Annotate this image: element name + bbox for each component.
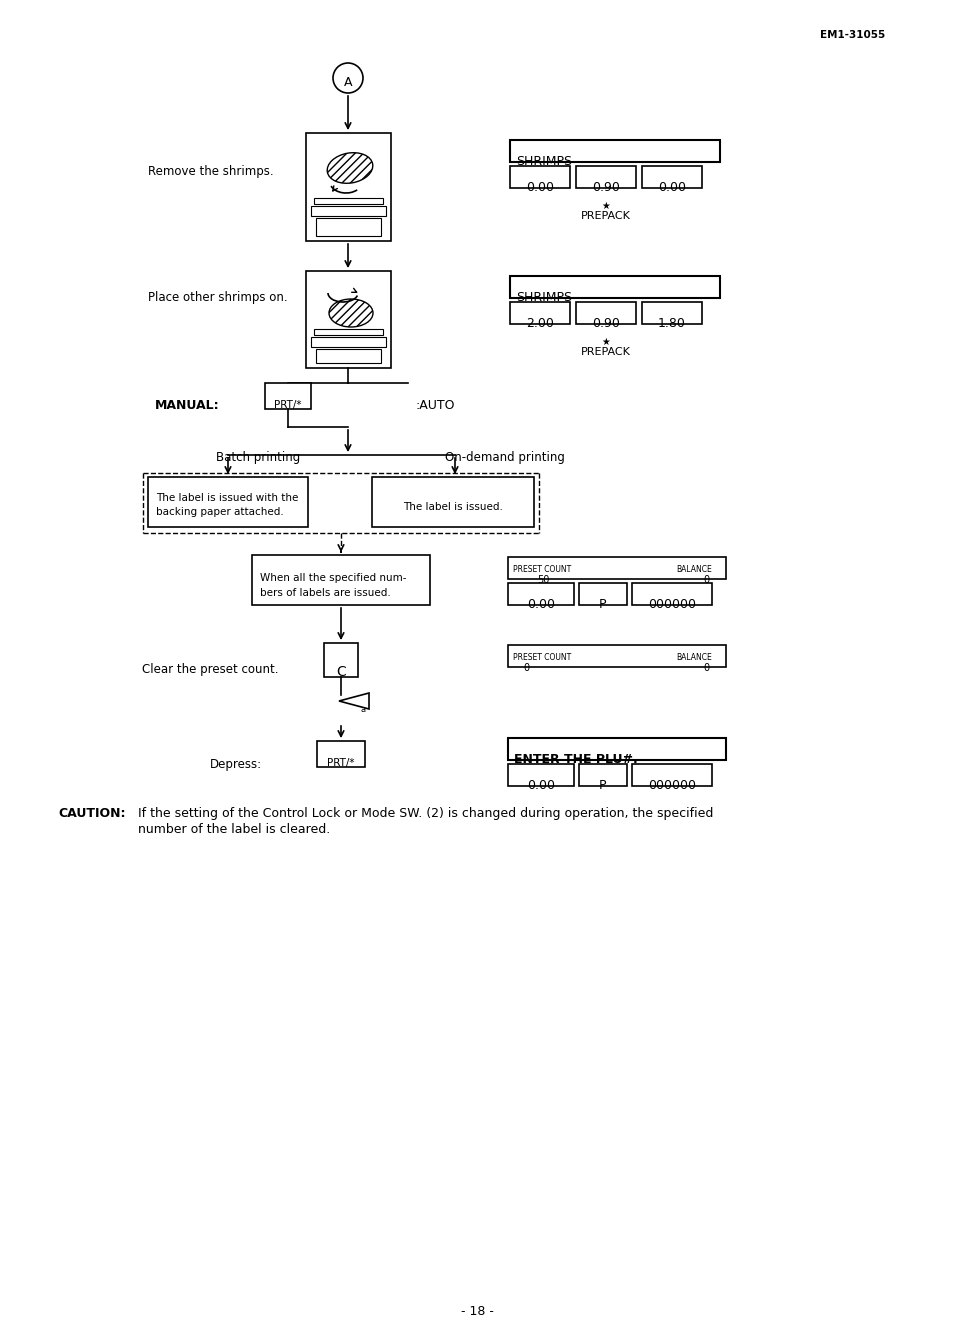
Bar [316,741,365,766]
Text: PREPACK: PREPACK [580,347,630,357]
Text: Clear the preset count.: Clear the preset count. [142,663,278,676]
Bar [507,764,574,786]
Text: Batch printing: Batch printing [215,451,300,464]
Bar [252,555,430,605]
Text: 0: 0 [702,663,708,673]
Text: PRT/*: PRT/* [327,758,355,768]
Text: 50: 50 [537,575,549,585]
Text: SHRIMPS: SHRIMPS [516,291,572,304]
Bar [314,329,382,335]
Bar [578,583,626,605]
Bar [314,199,382,204]
Text: PRT/*: PRT/* [274,400,301,411]
Text: CAUTION:: CAUTION: [58,806,126,820]
Text: EM1-31055: EM1-31055 [820,31,884,40]
Text: 2.00: 2.00 [525,317,554,331]
Bar [641,303,701,324]
Text: On-demand printing: On-demand printing [444,451,564,464]
Text: If the setting of the Control Lock or Mode SW. (2) is changed during operation, : If the setting of the Control Lock or Mo… [138,806,713,820]
Text: PRESET COUNT: PRESET COUNT [513,653,571,663]
Bar [507,738,725,760]
Text: The label is issued.: The label is issued. [402,503,502,512]
Bar [507,583,574,605]
Text: 0.00: 0.00 [658,181,685,195]
Text: Place other shrimps on.: Place other shrimps on. [148,291,287,304]
Text: ENTER THE PLU#.: ENTER THE PLU#. [514,753,638,766]
Text: 0.00: 0.00 [526,599,555,611]
Text: Depress:: Depress: [210,758,262,770]
Text: backing paper attached.: backing paper attached. [156,507,283,517]
Text: 0.90: 0.90 [592,181,619,195]
Bar [324,643,357,677]
Bar [306,133,391,241]
Text: PREPACK: PREPACK [580,211,630,221]
Bar [148,477,308,527]
Text: number of the label is cleared.: number of the label is cleared. [138,822,330,836]
Text: A: A [343,76,352,89]
Bar [631,583,711,605]
Text: Remove the shrimps.: Remove the shrimps. [148,165,274,179]
Text: 0: 0 [522,663,529,673]
Text: C: C [335,665,346,678]
Text: MANUAL:: MANUAL: [154,399,219,412]
Text: PRESET COUNT: PRESET COUNT [513,565,571,575]
Bar [510,303,569,324]
Bar [631,764,711,786]
Text: BALANCE: BALANCE [676,565,711,575]
Text: SHRIMPS: SHRIMPS [516,155,572,168]
Text: bers of labels are issued.: bers of labels are issued. [260,588,391,599]
Bar [315,349,380,363]
Text: When all the specified num-: When all the specified num- [260,573,406,583]
Bar [510,140,720,163]
Bar [641,167,701,188]
Bar [510,276,720,299]
Text: 000000: 000000 [647,778,696,792]
Bar [576,167,636,188]
Text: 0.00: 0.00 [525,181,554,195]
Bar [372,477,534,527]
Text: BALANCE: BALANCE [676,653,711,663]
Text: 0.00: 0.00 [526,778,555,792]
Bar [510,167,569,188]
Text: P: P [598,778,606,792]
Text: The label is issued with the: The label is issued with the [156,493,298,503]
Text: ★: ★ [601,201,610,211]
Text: 000000: 000000 [647,599,696,611]
Text: ★: ★ [601,337,610,347]
Text: P: P [598,599,606,611]
Bar [507,557,725,579]
Bar [265,383,311,409]
Text: :AUTO: :AUTO [416,399,455,412]
Bar [311,207,386,216]
Text: a: a [360,705,365,714]
Bar [306,271,391,368]
Bar [578,764,626,786]
Text: - 18 -: - 18 - [460,1305,493,1318]
Text: 0.90: 0.90 [592,317,619,331]
Text: 1.80: 1.80 [658,317,685,331]
Bar [576,303,636,324]
Text: 0: 0 [702,575,708,585]
Bar [507,645,725,666]
Bar [315,219,380,236]
Bar [311,337,386,347]
